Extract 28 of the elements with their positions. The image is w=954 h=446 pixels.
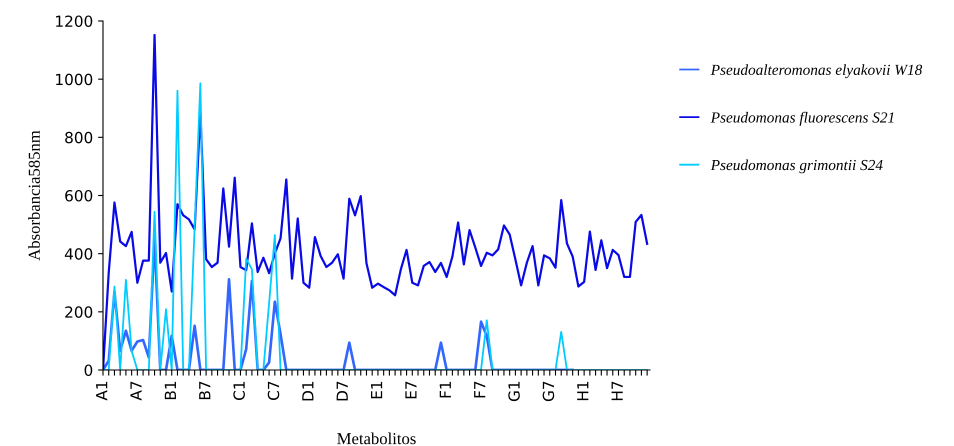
x-tick-label: D1 xyxy=(302,382,314,400)
y-axis-title: Absorbancia585nm xyxy=(28,130,40,261)
legend-label: Pseudomonas fluorescens S21 xyxy=(710,112,894,126)
y-tick-label: 200 xyxy=(65,306,92,318)
legend-label: Pseudomonas grimontii S24 xyxy=(710,159,883,174)
x-tick-label: E7 xyxy=(405,382,417,398)
y-tick-label: 800 xyxy=(65,132,92,144)
x-tick-label: C1 xyxy=(233,382,245,400)
x-tick-label: A7 xyxy=(130,382,142,400)
x-tick-label: D7 xyxy=(336,382,348,400)
x-tick-label: B1 xyxy=(164,382,176,400)
y-tick-label: 600 xyxy=(65,190,92,202)
x-tick-label: C7 xyxy=(268,382,280,400)
y-tick-label: 1200 xyxy=(56,15,92,28)
x-tick-label: F1 xyxy=(440,382,451,398)
y-tick-label: 1000 xyxy=(56,74,92,86)
x-tick-label: H1 xyxy=(577,382,588,400)
x-axis-title: Metabolitos xyxy=(337,432,416,444)
x-tick-label: F7 xyxy=(474,382,486,398)
legend-label: Pseudoalteromonas elyakovii W18 xyxy=(710,64,922,78)
x-tick-label: H7 xyxy=(612,382,623,400)
x-tick-label: G1 xyxy=(508,382,520,402)
x-tick-label: B7 xyxy=(199,382,210,400)
x-tick-label: E1 xyxy=(371,382,382,398)
y-tick-label: 400 xyxy=(64,248,92,260)
y-tick-label: 0 xyxy=(84,364,92,376)
x-tick-label: A1 xyxy=(96,382,108,400)
x-tick-label: G7 xyxy=(542,382,554,402)
